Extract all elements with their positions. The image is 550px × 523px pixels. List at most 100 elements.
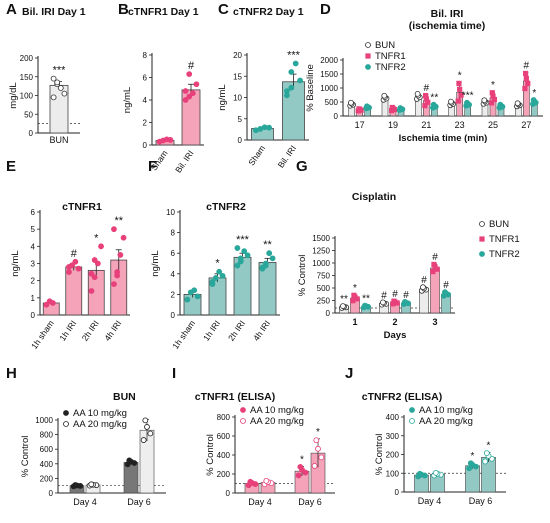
- y-tick-label: 10: [233, 94, 242, 103]
- panel-letter: B: [118, 1, 129, 18]
- category-label: 4h IRI: [102, 318, 123, 342]
- chart-title: cTNFR2: [206, 201, 246, 213]
- data-point: [120, 234, 127, 241]
- data-point: [525, 80, 531, 87]
- data-point: [422, 103, 428, 109]
- category-label: 19: [388, 120, 398, 130]
- category-label: Bil. IRI: [276, 143, 299, 169]
- data-point: [340, 303, 346, 310]
- y-axis-label: ng/mL: [10, 250, 21, 276]
- significance-mark: *: [532, 88, 536, 99]
- data-point: [489, 90, 495, 96]
- significance-mark: **: [114, 215, 123, 227]
- significance-mark: *: [471, 451, 475, 462]
- significance-mark: *: [487, 441, 491, 452]
- y-tick-label: 0: [171, 311, 176, 320]
- y-tick-label: 6: [171, 249, 176, 258]
- data-point: [364, 103, 370, 110]
- chart-title: cTNFR1 Day 1: [128, 6, 199, 18]
- data-point: [91, 257, 98, 263]
- data-point: [456, 80, 462, 86]
- data-point: [318, 454, 325, 461]
- data-point: [262, 262, 269, 269]
- data-point: [292, 60, 299, 67]
- data-point: [514, 100, 521, 107]
- significance-mark: #: [71, 248, 78, 260]
- y-tick-label: 100: [20, 92, 34, 101]
- chart-title: Cisplatin: [352, 191, 396, 203]
- data-point: [66, 269, 72, 275]
- y-axis-label: ng/mL: [217, 84, 228, 110]
- legend-label: AA 10 mg/kg: [250, 405, 304, 416]
- bar-1: [123, 462, 139, 494]
- y-tick-label: 0: [395, 488, 400, 497]
- legend-marker: [63, 410, 69, 416]
- y-axis-label: ng/mL: [150, 250, 161, 276]
- data-point: [219, 272, 226, 279]
- category-label: 4h IRI: [251, 318, 272, 342]
- y-tick-label: 400: [217, 451, 231, 460]
- panel-letter: D: [320, 1, 331, 18]
- data-point: [397, 105, 404, 111]
- category-label: 1h IRI: [201, 318, 222, 342]
- y-tick-label: 600: [40, 445, 54, 454]
- data-point: [91, 274, 98, 281]
- category-label: 1h sham: [29, 318, 56, 350]
- data-point: [455, 98, 461, 104]
- chart-title: cTNFR2 Day 1: [233, 6, 304, 18]
- legend-label: BUN: [489, 219, 509, 230]
- legend-marker: [479, 221, 485, 227]
- data-point: [184, 296, 191, 303]
- data-point: [467, 460, 474, 467]
- y-tick-label: 0: [334, 112, 339, 121]
- category-label: 1h IRI: [57, 318, 78, 342]
- data-point: [88, 481, 95, 488]
- significance-mark: **: [263, 239, 272, 251]
- data-point: [144, 424, 150, 430]
- data-point: [458, 92, 464, 98]
- chart-title: Bil. IRI Day 1: [22, 6, 86, 18]
- data-point: [75, 265, 82, 272]
- category-label: 1h sham: [170, 318, 197, 350]
- category-label: Day 6: [298, 497, 322, 507]
- data-point: [414, 90, 421, 97]
- legend-marker: [240, 407, 246, 413]
- data-point: [167, 137, 174, 143]
- data-point: [464, 99, 470, 106]
- data-point: [269, 255, 276, 262]
- significance-mark: #: [421, 275, 427, 286]
- y-tick-label: 1500: [320, 70, 338, 79]
- y-tick-label: 200: [40, 474, 54, 483]
- category-label: Day 4: [248, 497, 272, 507]
- significance-mark: ***: [236, 234, 250, 246]
- category-label: Day 6: [469, 496, 493, 506]
- data-point: [209, 279, 216, 285]
- x-axis-label: Ischemia time (min): [399, 133, 488, 144]
- y-tick-label: 400: [40, 460, 54, 469]
- significance-mark: *: [94, 232, 99, 244]
- significance-mark: **: [430, 93, 438, 104]
- data-point: [244, 252, 251, 259]
- x-axis-label: Days: [384, 330, 407, 341]
- chart-title: cTNFR2 (ELISA): [362, 391, 443, 403]
- data-point: [140, 437, 147, 443]
- y-tick-label: 4: [171, 270, 176, 279]
- data-point: [266, 124, 273, 131]
- significance-mark: *: [491, 80, 495, 91]
- significance-mark: *: [215, 258, 220, 270]
- category-label: 2h IRI: [226, 318, 247, 342]
- significance-mark: #: [403, 290, 409, 301]
- category-label: 2: [392, 317, 397, 327]
- data-point: [315, 445, 321, 452]
- legend-label: BUN: [375, 40, 395, 51]
- significance-mark: #: [392, 289, 398, 300]
- legend-marker: [63, 421, 69, 427]
- legend-marker: [409, 418, 415, 424]
- data-point: [111, 226, 117, 233]
- data-point: [94, 260, 101, 267]
- y-tick-label: 100: [386, 469, 400, 478]
- data-point: [266, 250, 273, 257]
- category-label: Bil. IRI: [173, 148, 196, 174]
- y-tick-label: 750: [317, 272, 331, 281]
